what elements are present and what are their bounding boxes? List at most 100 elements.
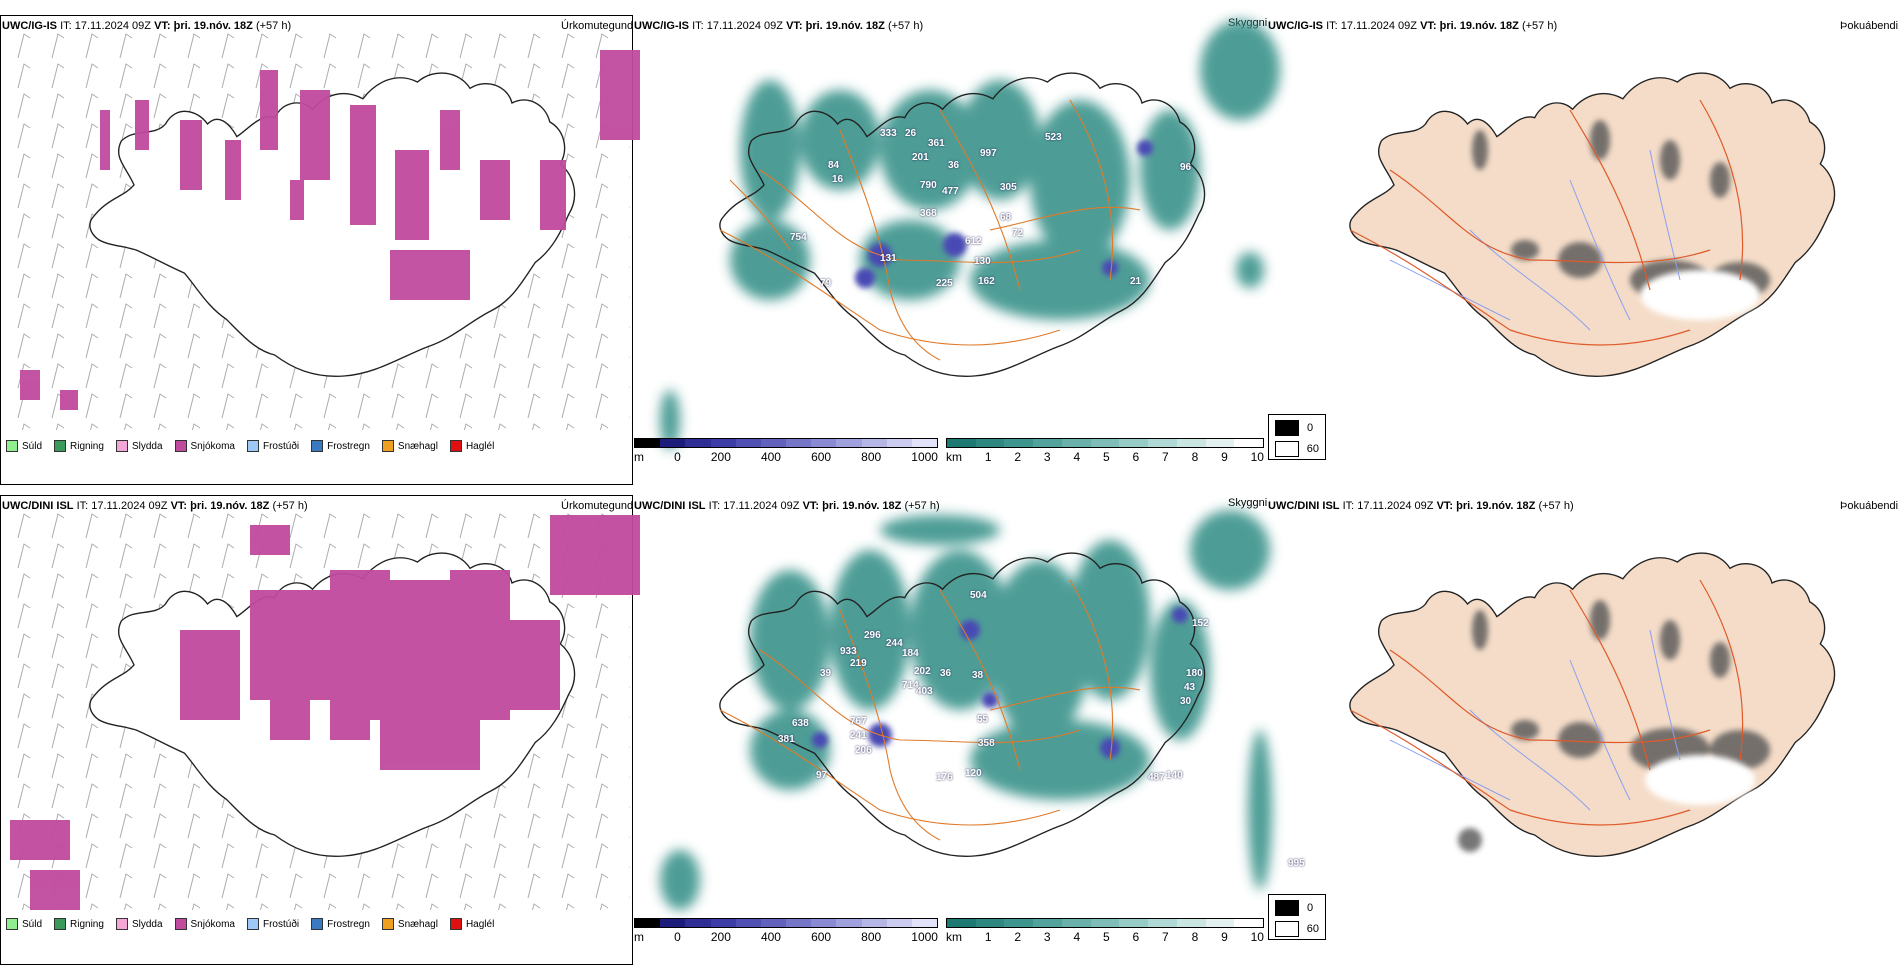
cbar-tick: 1 [984,450,992,464]
colorbar-step [975,919,1005,927]
title-precip-2: Úrkomutegund [561,500,634,512]
cloud-base-value: 244 [886,638,903,649]
legend-item: Súld [6,440,42,452]
cloud-base-value: 714 [902,680,919,691]
legend-swatch [6,918,18,930]
colorbar-step [1148,439,1177,447]
cbar-unit: km [946,930,962,944]
cloud-base-colorbar-2: m 0 200 400 600 800 1000 [634,918,938,944]
cbar-tick: 7 [1162,450,1169,464]
legend-swatch [381,918,394,930]
legend-item: Snæhagl [381,918,438,930]
colorbar-step [786,439,812,447]
precip-map-2 [0,510,640,910]
legend-item: Frostúði [246,440,300,452]
cbar-unit: m [634,930,644,944]
cloud-base-value: 30 [1180,696,1192,707]
colorbar-step [1033,439,1062,447]
cloud-base-value: 131 [880,253,897,264]
legend-swatch [311,440,324,452]
cloud-base-value: 79 [820,278,832,289]
legend-swatch [246,918,259,930]
colorbar-step [1148,919,1177,927]
title-cover-2: Þokuábendi [1840,500,1899,512]
legend-label: Frostúði [262,918,300,930]
colorbar-step [861,919,887,927]
colorbar-step [1119,919,1149,927]
cbar-tick: 200 [710,930,731,944]
legend-label: Haglél [465,918,495,930]
colorbar-step [975,439,1005,447]
colorbar-step [1033,919,1062,927]
legend-item: Súld [6,918,42,930]
colorbar-step [1234,439,1264,447]
colorbar-step [886,439,912,447]
cloud-base-value: 130 [974,256,991,267]
legend-swatch [381,440,394,452]
colorbar-step [811,919,837,927]
header-clouds-2: UWC/DINI ISL IT: 17.11.2024 09Z VT: þri.… [634,500,940,512]
cloud-base-value: 68 [1000,212,1012,223]
cbar-tick: 600 [811,450,832,464]
legend-item: Frostregn [311,440,370,452]
cloud-base-value: 201 [912,152,929,163]
colorbar-step [1090,439,1120,447]
cbar-tick: 5 [1102,930,1110,944]
cbar-tick: 0 [674,930,681,944]
cbar-tick: 2 [1014,450,1022,464]
cloud-base-value: 26 [905,128,917,139]
cloud-base-value: 180 [1186,668,1203,679]
cbar-tick: 4 [1073,930,1081,944]
colorbar-step [710,439,736,447]
cloud-base-value: 305 [1000,182,1017,193]
cloud-base-value: 21 [1130,276,1142,287]
title-precip-1: Úrkomutegund [561,20,634,32]
legend-label: Frostúði [262,440,300,452]
colorbar-step [660,439,686,447]
cloud-base-value: 754 [790,232,807,243]
colorbar-step [1061,919,1091,927]
cloud-base-value: 36 [940,668,952,679]
cloud-base-value: 225 [936,278,953,289]
cbar-tick: 4 [1073,450,1081,464]
colorbar-step [1205,439,1235,447]
cloud-base-numbers-1: 333 26 361 997 523 84 201 36 16 790 477 305 368 754 72… [640,30,1270,430]
cbar-tick: 8 [1191,450,1199,464]
cbar-tick: 1000 [911,450,938,464]
legend-swatch [174,440,187,452]
precip-legend-1: Súld Rigning Slydda Snjókoma Frostúði Frostre… [6,440,494,452]
legend-item: Rigning [54,440,104,452]
legend-label: Rigning [70,440,104,452]
cover-map-2 [1349,552,1836,857]
cloud-base-value: 120 [965,768,982,779]
colorbar-step [1004,919,1034,927]
colorbar-step [811,439,837,447]
cbar-tick: 1 [984,930,992,944]
cloud-base-value: 140 [1166,770,1183,781]
legend-label: Súld [22,440,43,452]
colorbar-step [685,439,711,447]
cloud-base-value: 219 [850,658,867,669]
cloud-base-value: 241 [850,730,867,741]
cloud-base-value: 368 [920,208,937,219]
legend-label: Slydda [131,440,163,452]
colorbar-step [635,919,661,927]
header-cover-2: UWC/DINI ISL IT: 17.11.2024 09Z VT: þri.… [1268,500,1574,512]
colorbar-step [660,919,686,927]
cbar-tick: 200 [710,450,731,464]
cloud-base-value: 55 [977,714,989,725]
legend-label: Rigning [70,918,104,930]
cloud-base-colorbar-1: m 0 200 400 600 800 1000 [634,438,938,464]
cloud-base-value: 176 [936,772,953,783]
colorbar-step [1119,439,1149,447]
legend-label: Snjókoma [190,440,235,452]
header-cover-1: UWC/IG-IS IT: 17.11.2024 09Z VT: þri. 19… [1268,20,1558,32]
legend-swatch [449,440,462,452]
colorbar-step [685,919,711,927]
title-cover-1: Þokuábendi [1840,20,1899,32]
cbar-tick: 5 [1102,450,1110,464]
cloud-base-value: 790 [920,180,937,191]
legend-item: Slydda [115,440,163,452]
cbar-unit: km [946,450,962,464]
